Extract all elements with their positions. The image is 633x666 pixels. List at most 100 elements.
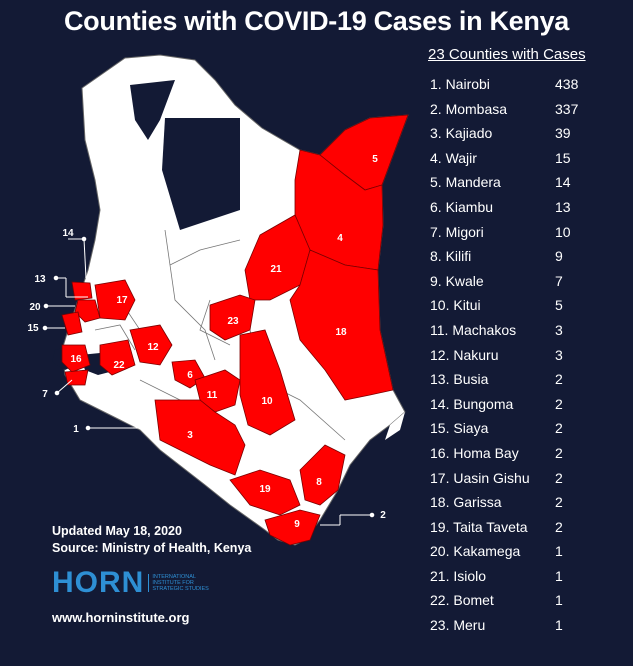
lamu-islands	[385, 412, 405, 440]
county-list-header: 23 Counties with Cases	[428, 46, 586, 63]
county-name: 12. Nakuru	[430, 346, 499, 363]
county-12-nakuru	[129, 324, 173, 366]
county-case-count: 15	[555, 149, 571, 166]
county-10-kitui	[239, 329, 296, 436]
county-case-count: 5	[555, 297, 563, 314]
county-case-count: 438	[555, 76, 579, 92]
county-row: 12. Nakuru 3	[430, 343, 600, 368]
label-12: 12	[147, 342, 159, 353]
county-case-count: 2	[555, 371, 563, 388]
county-row: 22. Bomet 1	[430, 588, 600, 613]
label-22: 22	[113, 360, 125, 371]
county-22-bomet	[99, 339, 136, 376]
county-name: 20. Kakamega	[430, 543, 521, 560]
county-8-kilifi	[299, 444, 346, 506]
updated-date: Updated May 18, 2020	[52, 524, 182, 538]
county-23-meru	[209, 294, 256, 341]
county-name: 23. Meru	[430, 617, 486, 634]
county-21-isiolo	[244, 214, 311, 301]
label-23: 23	[227, 316, 239, 327]
label-10: 10	[261, 396, 273, 407]
county-case-count: 10	[555, 223, 571, 240]
label-21: 21	[270, 264, 282, 275]
county-case-count: 3	[555, 321, 563, 338]
county-case-count: 9	[555, 248, 563, 265]
county-row: 16. Homa Bay 2	[430, 441, 600, 466]
county-case-count: 2	[555, 420, 563, 437]
county-name: 15. Siaya	[430, 420, 489, 437]
county-name: 17. Uasin Gishu	[430, 469, 530, 486]
county-name: 7. Migori	[430, 223, 484, 240]
county-case-count: 3	[555, 346, 563, 363]
county-name: 1. Nairobi	[430, 76, 490, 92]
county-row: 23. Meru 1	[430, 613, 600, 638]
northern-notch	[130, 80, 175, 140]
label-1: 1	[73, 424, 79, 435]
leader-lines	[42, 236, 375, 526]
county-case-count: 2	[555, 469, 563, 486]
county-name: 2. Mombasa	[430, 100, 508, 117]
label-15: 15	[27, 323, 39, 334]
county-row: 15. Siaya 2	[430, 416, 600, 441]
label-19: 19	[259, 484, 271, 495]
county-4-wajir	[294, 149, 384, 271]
county-name: 3. Kajiado	[430, 125, 493, 142]
county-case-count: 1	[555, 543, 563, 560]
label-7: 7	[42, 389, 48, 400]
county-name: 5. Mandera	[430, 174, 501, 191]
county-row: 8. Kilifi 9	[430, 244, 600, 269]
county-name: 9. Kwale	[430, 272, 484, 289]
county-13-busia	[71, 281, 93, 301]
label-11: 11	[207, 390, 218, 401]
county-row: 6. Kiambu 13	[430, 195, 600, 220]
county-case-count: 1	[555, 617, 563, 634]
county-row: 21. Isiolo 1	[430, 564, 600, 589]
label-18: 18	[335, 327, 347, 338]
county-case-count: 1	[555, 567, 563, 584]
label-4: 4	[337, 233, 343, 244]
county-case-count: 2	[555, 395, 563, 412]
county-name: 11. Machakos	[430, 321, 517, 338]
county-row: 1. Nairobi 438	[430, 72, 600, 97]
logo-wordmark: HORN	[52, 566, 145, 599]
northern-notch-2	[162, 118, 240, 230]
county-row: 17. Uasin Gishu 2	[430, 466, 600, 491]
website-link[interactable]: www.horninstitute.org	[52, 610, 190, 625]
county-case-count: 14	[555, 174, 571, 191]
county-name: 21. Isiolo	[430, 567, 487, 584]
county-name: 19. Taita Taveta	[430, 518, 528, 535]
label-14: 14	[62, 228, 74, 239]
county-16-homa-bay	[61, 344, 91, 373]
county-case-count: 337	[555, 100, 579, 117]
label-3: 3	[187, 430, 193, 441]
county-row: 10. Kitui 5	[430, 293, 600, 318]
label-6: 6	[187, 370, 193, 381]
county-case-count: 39	[555, 125, 571, 142]
county-name: 8. Kilifi	[430, 248, 472, 265]
county-row: 13. Busia 2	[430, 367, 600, 392]
county-row: 11. Machakos 3	[430, 318, 600, 343]
label-8: 8	[316, 477, 322, 488]
county-18-garissa	[289, 249, 394, 401]
county-row: 14. Bungoma 2	[430, 392, 600, 417]
county-row: 3. Kajiado 39	[430, 121, 600, 146]
county-name: 14. Bungoma	[430, 395, 514, 412]
county-name: 4. Wajir	[430, 149, 477, 166]
label-5: 5	[372, 154, 378, 165]
label-13: 13	[34, 274, 46, 285]
county-19-taita-taveta	[229, 469, 301, 516]
county-name: 18. Garissa	[430, 494, 502, 511]
county-3-kajiado	[154, 399, 246, 476]
county-row: 20. Kakamega 1	[430, 539, 600, 564]
county-row: 4. Wajir 15	[430, 146, 600, 171]
county-case-count: 2	[555, 518, 563, 535]
county-row: 19. Taita Taveta 2	[430, 515, 600, 540]
county-name: 10. Kitui	[430, 297, 481, 314]
county-name: 22. Bomet	[430, 592, 494, 609]
county-case-count: 7	[555, 272, 563, 289]
county-9-kwale	[264, 509, 321, 546]
county-row: 2. Mombasa 337	[430, 97, 600, 122]
county-case-count: 13	[555, 198, 571, 215]
